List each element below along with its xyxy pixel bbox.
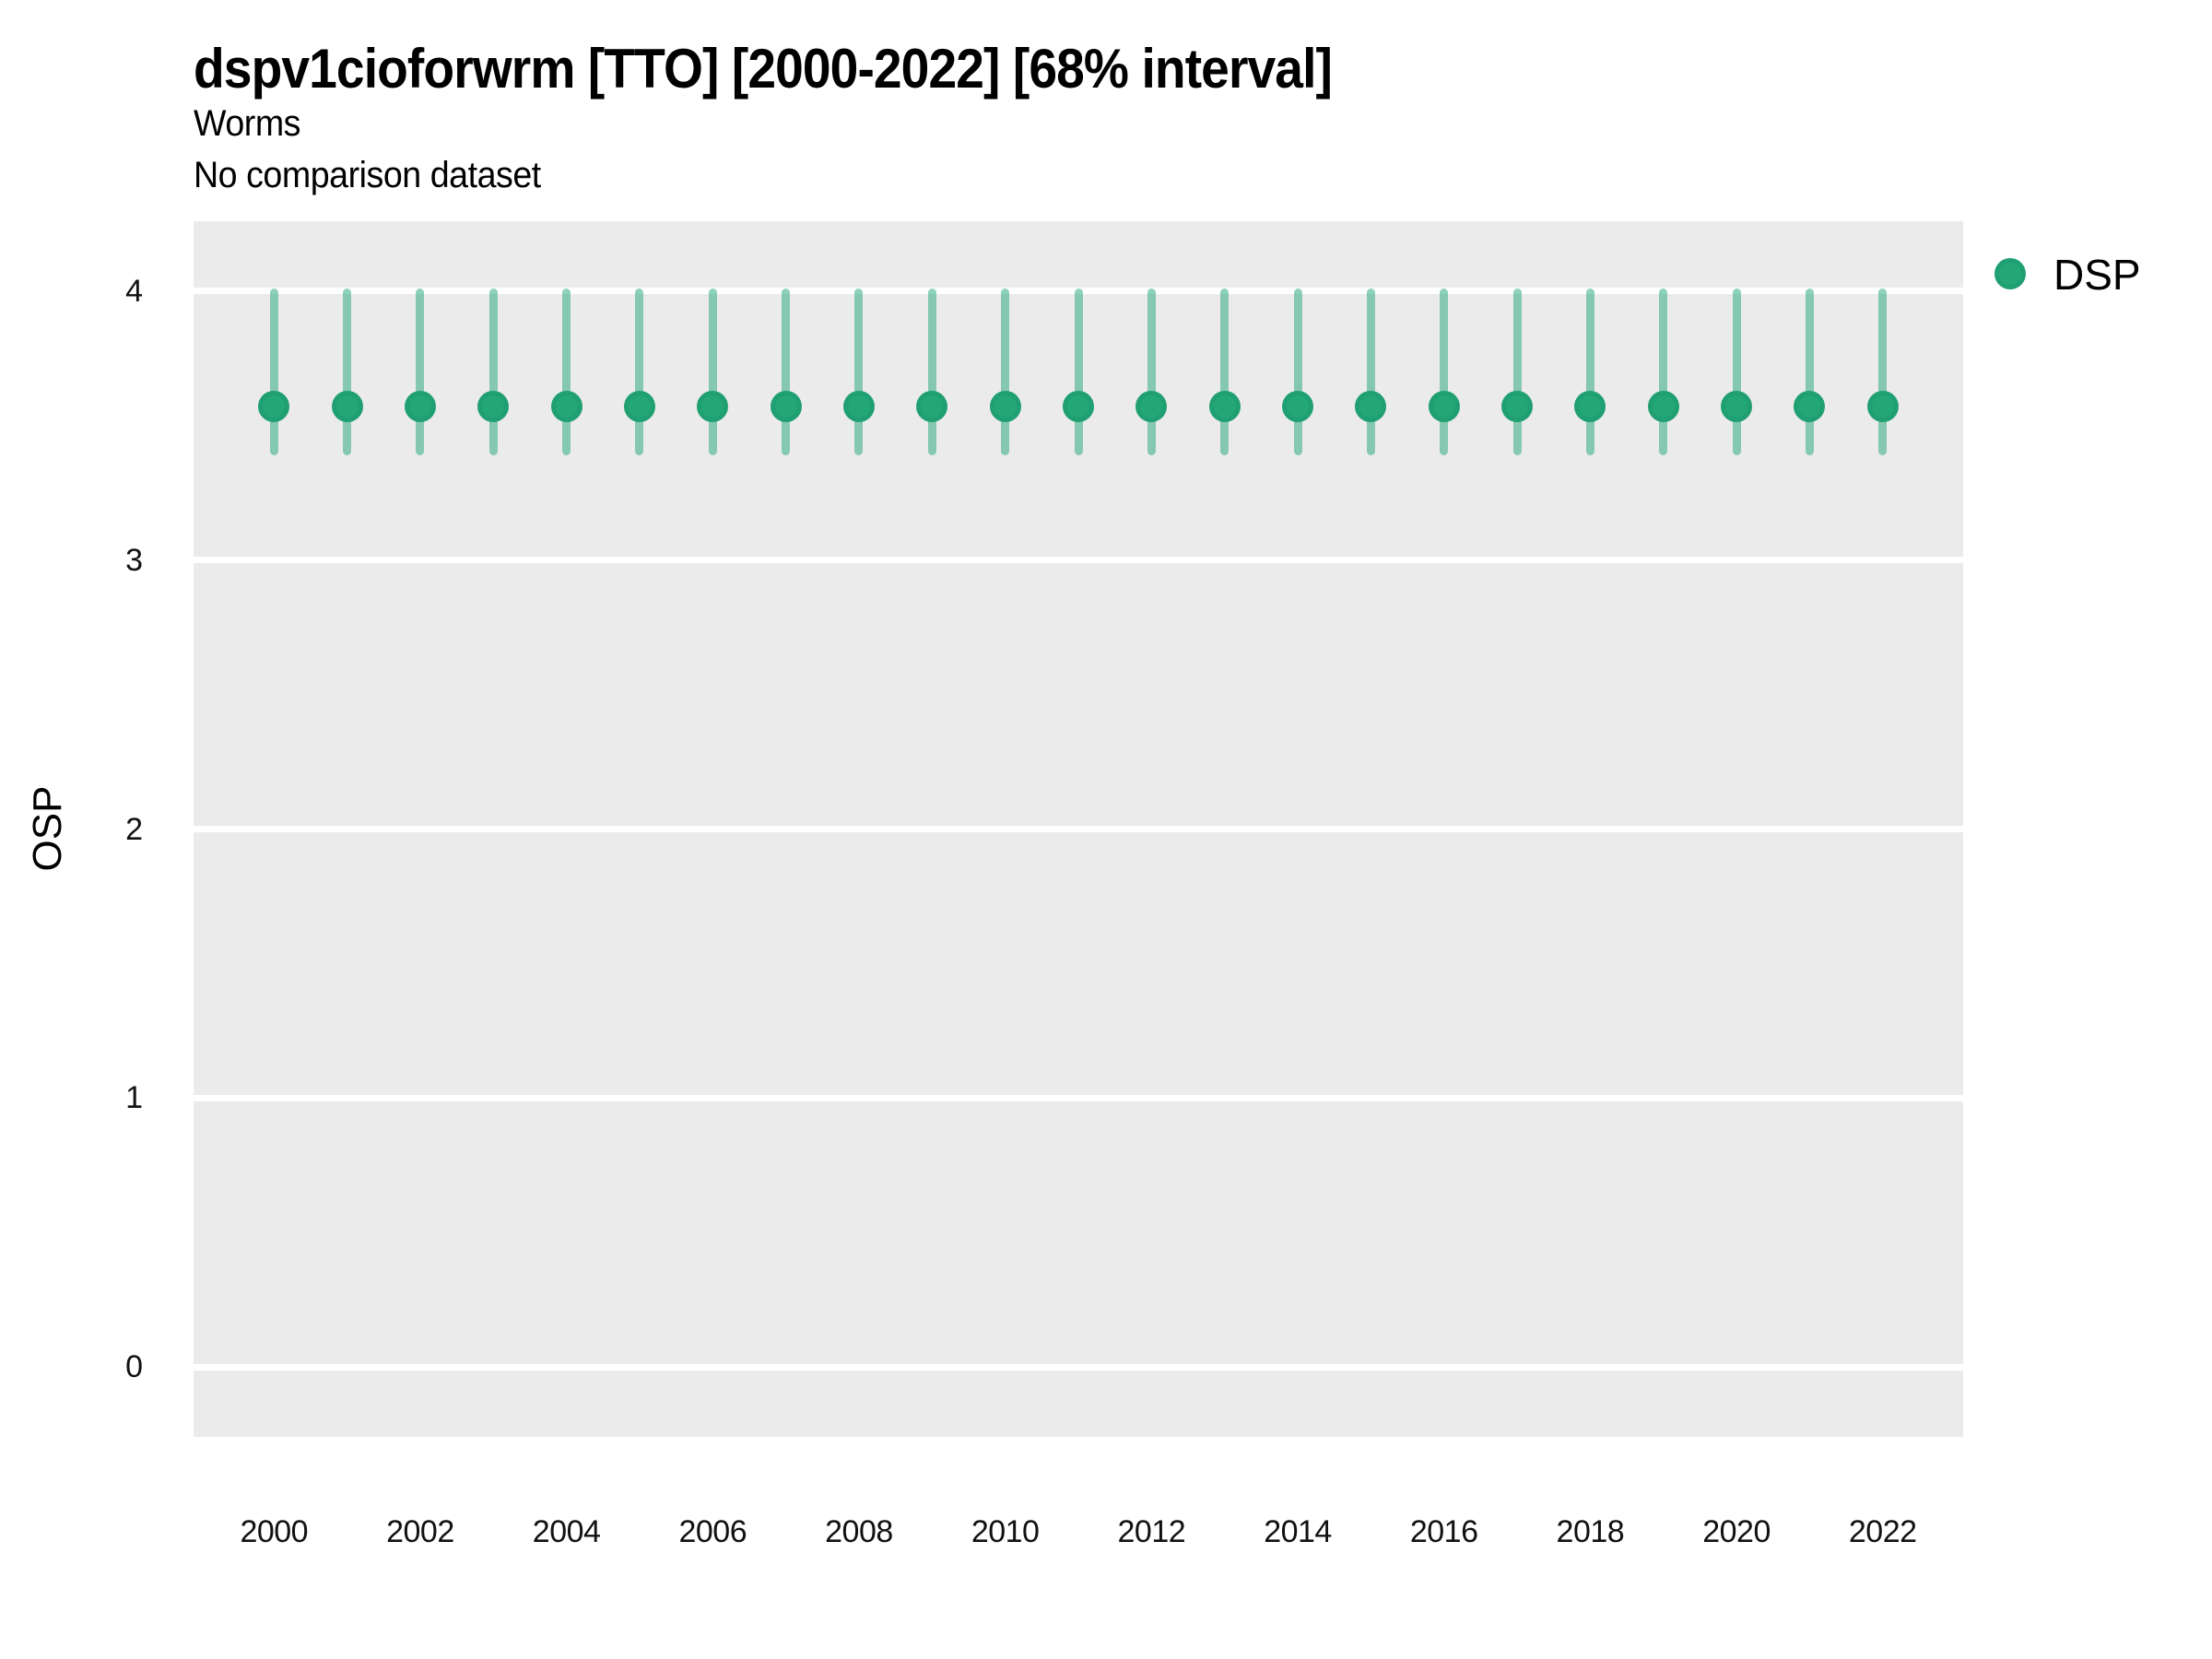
interval-bar-2002 [416,288,425,455]
x-tick-label-2002: 2002 [386,1514,454,1549]
point-marker-2020 [1721,391,1753,423]
interval-bar-2016 [1440,288,1449,455]
x-tick-label-2018: 2018 [1556,1514,1625,1549]
point-marker-2004 [550,391,582,423]
interval-bar-2010 [1001,288,1010,455]
point-marker-2003 [477,391,510,423]
interval-bar-2009 [927,288,936,455]
x-tick-label-2020: 2020 [1702,1514,1771,1549]
point-marker-2000 [258,391,290,423]
point-marker-2014 [1282,391,1314,423]
y-tick-label-0: 0 [125,1349,143,1385]
gridline-y-2 [194,826,1963,832]
chart-subtitle: Worms [194,103,301,144]
y-tick-label-4: 4 [125,273,143,309]
point-marker-2021 [1794,391,1826,423]
interval-bar-2022 [1878,288,1888,455]
interval-bar-2019 [1659,288,1668,455]
interval-bar-2003 [488,288,498,455]
x-tick-label-2000: 2000 [240,1514,309,1549]
interval-bar-2011 [1074,288,1083,455]
point-marker-2011 [1063,391,1094,423]
y-tick-label-3: 3 [125,542,143,578]
point-marker-2012 [1135,391,1168,423]
point-marker-2009 [916,391,948,423]
gridline-y-1 [194,1094,1963,1101]
x-tick-label-2012: 2012 [1117,1514,1186,1549]
point-marker-2013 [1208,391,1241,423]
legend: DSP [1982,247,2212,302]
interval-bar-2006 [708,288,717,455]
legend-point-icon [1994,258,2026,289]
interval-bar-2004 [562,288,571,455]
x-tick-label-2008: 2008 [825,1514,893,1549]
interval-bar-2017 [1512,288,1522,455]
interval-bar-2014 [1293,288,1302,455]
x-tick-label-2014: 2014 [1264,1514,1332,1549]
point-marker-2017 [1501,391,1534,423]
y-tick-label-2: 2 [125,811,143,847]
interval-bar-2015 [1366,288,1375,455]
point-marker-2022 [1866,391,1899,423]
interval-bar-2020 [1732,288,1741,455]
y-tick-label-1: 1 [125,1080,143,1116]
point-marker-2018 [1574,391,1606,423]
plot-panel [194,221,1963,1437]
gridline-y-0 [194,1363,1963,1371]
interval-bar-2013 [1220,288,1230,455]
chart-title: dspv1cioforwrm [TTO] [2000-2022] [68% in… [194,38,1333,100]
point-marker-2008 [842,391,875,423]
point-marker-2016 [1428,391,1460,423]
interval-bar-2021 [1805,288,1814,455]
point-marker-2005 [623,391,655,423]
point-marker-2019 [1647,391,1679,423]
interval-bar-2007 [782,288,791,455]
x-tick-label-2010: 2010 [971,1514,1040,1549]
x-tick-label-2022: 2022 [1848,1514,1917,1549]
point-marker-2006 [697,391,729,423]
point-marker-2001 [331,391,363,423]
gridline-y-3 [194,557,1963,564]
point-marker-2002 [404,391,436,423]
interval-bar-2008 [854,288,864,455]
interval-bar-2005 [635,288,644,455]
x-tick-label-2016: 2016 [1409,1514,1478,1549]
x-tick-label-2004: 2004 [532,1514,601,1549]
point-marker-2007 [770,391,802,423]
point-marker-2015 [1355,391,1387,423]
interval-bar-2012 [1147,288,1156,455]
chart-subtitle-line2: No comparison dataset [194,155,541,195]
legend-item-label: DSP [2053,251,2141,299]
interval-bar-2001 [343,288,352,455]
x-tick-label-2006: 2006 [678,1514,747,1549]
point-marker-2010 [989,391,1021,423]
interval-bar-2000 [269,288,278,455]
interval-bar-2018 [1585,288,1594,455]
